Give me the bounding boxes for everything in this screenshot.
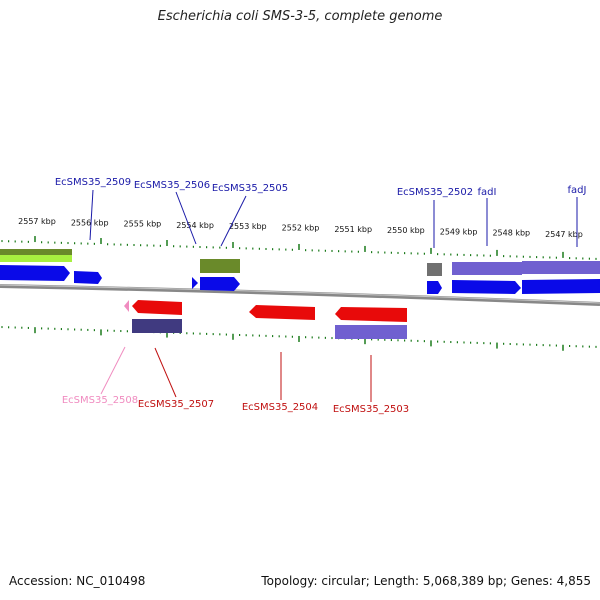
gene-reverse-arrow-2504[interactable] [249,305,315,320]
gene-label-2507[interactable]: EcSMS35_2507 [138,399,214,410]
cog-bar-green-2505 [200,259,240,273]
gene-forward-arrow[interactable] [0,265,70,281]
accession-label: Accession: NC_010498 [9,574,146,588]
genome-backbone [0,284,600,306]
gene-forward-arrow-fadj[interactable] [522,279,600,294]
scale-ticks-outer [1,236,597,260]
scale-label: 2557 kbp [18,217,56,226]
gene-forward-arrow-2506[interactable] [192,277,198,289]
label-leaders-bottom [154,347,372,402]
map-title: Escherichia coli SMS-3-5, complete genom… [157,9,443,24]
cog-bar-navy-2507 [132,319,182,333]
gene-label-2505[interactable]: EcSMS35_2505 [212,183,288,194]
gene-label-2502[interactable]: EcSMS35_2502 [397,187,473,198]
gene-label-fadj[interactable]: fadJ [568,185,587,196]
cog-bar-purple-fadi [452,262,522,275]
gene-label-2508[interactable]: EcSMS35_2508 [62,395,138,406]
gene-label-2503[interactable]: EcSMS35_2503 [333,404,409,415]
cog-bar-purple-2503 [335,325,407,339]
scale-label: 2549 kbp [440,227,478,236]
scale-label: 2554 kbp [176,221,214,230]
scale-label: 2556 kbp [71,218,109,227]
scale-label: 2555 kbp [124,220,162,229]
genome-backbone-highlight [0,284,600,304]
scale-label: 2547 kbp [545,230,583,239]
gene-reverse-arrow-2503[interactable] [335,307,407,322]
gene-forward-arrow-2505[interactable] [200,277,240,291]
gene-label-2509[interactable]: EcSMS35_2509 [55,177,131,188]
gene-reverse-arrow-2507[interactable] [132,300,182,315]
gene-label-fadi[interactable]: fadI [478,187,497,198]
scale-label: 2551 kbp [334,225,372,234]
gene-forward-arrow-2502[interactable] [427,281,442,294]
label-leaders-top [89,189,578,248]
gene-reverse-arrow-2508[interactable] [124,300,129,312]
gene-label-2504[interactable]: EcSMS35_2504 [242,402,318,413]
scale-label: 2550 kbp [387,226,425,235]
scale-ticks-inner [1,326,597,351]
leader-2508 [100,346,126,395]
genome-stats-label: Topology: circular; Length: 5,068,389 bp… [261,574,591,588]
scale-label: 2552 kbp [282,224,320,233]
scale-label: 2553 kbp [229,222,267,231]
cog-bar-olive [0,249,72,255]
cog-bar-purple-fadj [522,261,600,274]
gene-forward-arrow-fadi[interactable] [452,280,521,294]
scale-labels: 2557 kbp 2556 kbp 2555 kbp 2554 kbp 2553 kbp… [18,217,583,239]
gene-forward-arrow[interactable] [74,271,102,284]
cog-bar-gray-2502 [427,263,442,276]
gene-label-2506[interactable]: EcSMS35_2506 [134,180,210,191]
scale-label: 2548 kbp [492,229,530,238]
